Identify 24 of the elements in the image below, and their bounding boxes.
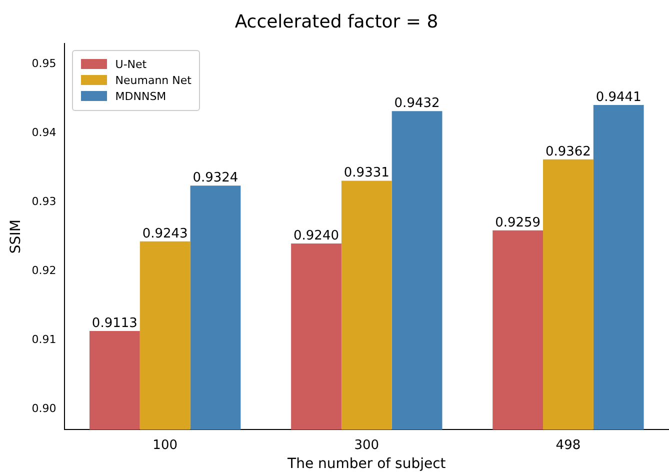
x-tick-label: 498 <box>556 438 581 453</box>
data-label: 0.9441 <box>596 90 642 105</box>
data-label: 0.9259 <box>495 215 541 230</box>
data-label: 0.9113 <box>92 316 138 331</box>
data-label: 0.9331 <box>344 166 390 181</box>
data-label: 0.9240 <box>294 228 340 244</box>
y-tick-label: 0.91 <box>32 332 56 346</box>
y-tick-label: 0.93 <box>32 194 56 208</box>
data-label: 0.9432 <box>394 96 440 112</box>
y-tick-label: 0.90 <box>32 402 56 415</box>
x-tick-label: 300 <box>354 438 380 453</box>
x-tick-label: 100 <box>152 438 178 453</box>
y-axis-title: SSIM <box>8 220 24 254</box>
y-tick-label: 0.94 <box>32 126 56 140</box>
y-tick-label: 0.92 <box>32 264 56 277</box>
legend-label: Neumann Net <box>115 74 192 87</box>
x-axis-title: The number of subject <box>286 456 446 472</box>
data-label: 0.9243 <box>142 226 188 242</box>
data-label: 0.9362 <box>545 144 591 160</box>
legend-label: U-Net <box>115 58 147 71</box>
data-label: 0.9324 <box>192 170 238 186</box>
chart-title: Accelerated factor = 8 <box>234 11 438 32</box>
legend-label: MDNNSM <box>115 90 166 103</box>
y-tick-label: 0.95 <box>32 57 56 70</box>
